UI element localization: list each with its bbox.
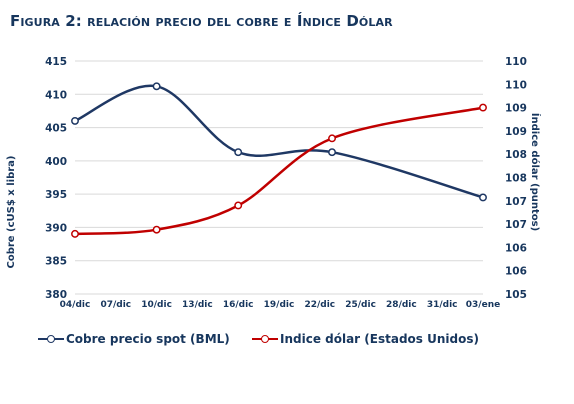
y-right-tick-label: 107 (505, 219, 527, 231)
y-left-ticks: 380 385 390 395 400 405 410 415 (45, 56, 67, 301)
series-line-0 (74, 84, 484, 199)
gridlines (75, 60, 483, 295)
data-point-0 (234, 148, 243, 157)
legend-label-copper: Cobre precio spot (BML) (66, 332, 230, 346)
data-point-0 (71, 116, 79, 125)
x-tick-label: 10/dic (141, 300, 172, 310)
x-ticks: 04/dic 07/dic 10/dic 13/dic 16/dic 19/dic 22/d… (60, 300, 501, 310)
y-left-tick-label: 380 (45, 289, 67, 301)
y-left-tick-label: 385 (45, 256, 67, 268)
y-right-tick-label: 110 (505, 79, 527, 91)
legend-label-dollar-index: Indice dólar (Estados Unidos) (280, 332, 479, 346)
y-left-tick-label: 395 (45, 189, 67, 201)
data-point-1 (328, 134, 336, 143)
y-right-tick-label: 106 (505, 242, 527, 254)
chart-title: Figura 2: relación precio del cobre e Ín… (10, 12, 393, 30)
legend-swatch-dollar-index (252, 333, 278, 345)
legend-swatch-copper (38, 333, 64, 345)
y-left-tick-label: 390 (45, 222, 67, 234)
series-lines (71, 82, 487, 238)
y-right-tick-label: 109 (505, 103, 527, 115)
x-tick-label: 04/dic (60, 300, 91, 310)
y-right-ticks: 105 106 106 107 107 108 108 109 109 110 110 (505, 56, 527, 301)
x-tick-label: 31/dic (427, 300, 458, 310)
x-tick-label: 25/dic (345, 300, 376, 310)
x-tick-label: 19/dic (264, 300, 295, 310)
legend-item-dollar-index: Indice dólar (Estados Unidos) (252, 332, 479, 346)
y-right-axis-title: Índice dólar (puntos) (529, 113, 542, 231)
data-point-0 (479, 193, 487, 202)
legend-item-copper: Cobre precio spot (BML) (38, 332, 230, 346)
data-point-1 (152, 225, 161, 234)
legend: Cobre precio spot (BML) Indice dólar (Es… (0, 332, 574, 352)
y-right-tick-label: 108 (505, 173, 527, 185)
y-left-tick-label: 400 (45, 156, 67, 168)
x-tick-label: 16/dic (223, 300, 254, 310)
y-left-tick-label: 405 (45, 123, 67, 135)
data-point-1 (479, 103, 487, 112)
data-point-0 (328, 148, 336, 157)
y-left-axis-title: Cobre (cUS$ x libra) (6, 155, 17, 268)
y-left-tick-label: 415 (45, 56, 67, 68)
y-right-tick-label: 105 (505, 289, 527, 301)
x-tick-label: 03/ene (466, 300, 500, 310)
chart: 380 385 390 395 400 405 410 415 105 106 106 107 107… (6, 56, 542, 310)
series-line-1 (74, 106, 484, 236)
x-tick-label: 13/dic (182, 300, 213, 310)
y-right-tick-label: 109 (505, 126, 527, 138)
x-tick-label: 28/dic (386, 300, 417, 310)
data-point-1 (71, 229, 79, 238)
data-point-0 (152, 82, 161, 91)
x-tick-label: 22/dic (304, 300, 335, 310)
y-right-tick-label: 107 (505, 196, 527, 208)
y-left-tick-label: 410 (45, 89, 67, 101)
y-right-tick-label: 108 (505, 149, 527, 161)
x-tick-label: 07/dic (100, 300, 131, 310)
y-right-tick-label: 106 (505, 266, 527, 278)
y-right-tick-label: 110 (505, 56, 527, 68)
data-point-1 (234, 201, 243, 210)
